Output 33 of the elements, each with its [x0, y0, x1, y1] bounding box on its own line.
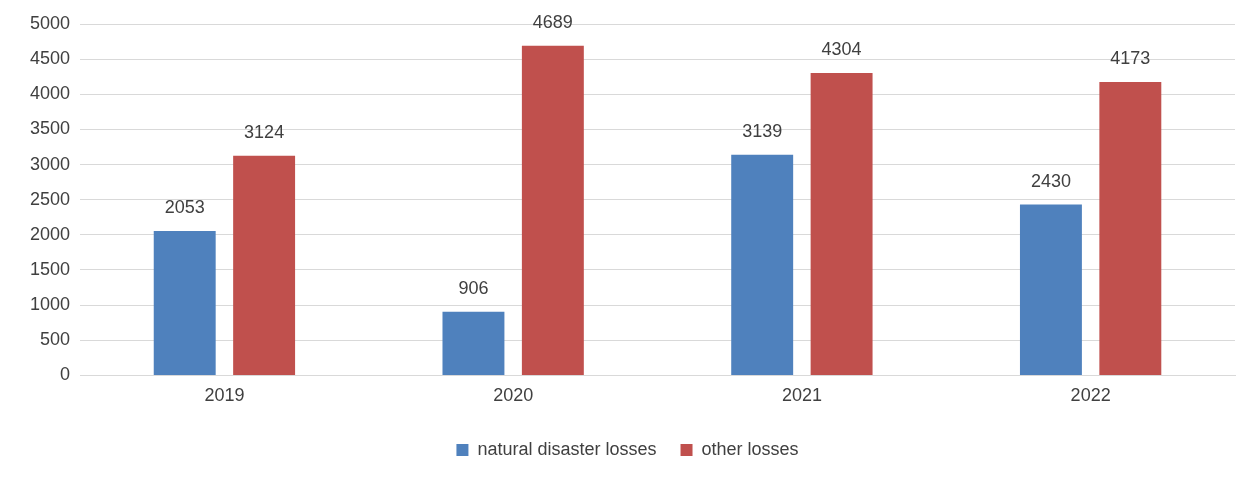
y-tick-label: 3000: [30, 153, 71, 174]
x-tick-label: 2022: [1070, 385, 1111, 406]
y-tick-label: 4500: [30, 48, 71, 69]
y-tick-label: 1500: [30, 258, 71, 279]
data-label: 4689: [532, 11, 573, 32]
x-tick-label: 2019: [204, 385, 245, 406]
bar: [153, 231, 216, 375]
y-tick-label: 2000: [30, 223, 71, 244]
bar: [233, 155, 296, 375]
bar: [521, 45, 584, 375]
bar: [731, 154, 794, 375]
bar: [1019, 204, 1082, 375]
y-tick-label: 5000: [30, 12, 71, 33]
data-label: 2053: [164, 197, 205, 218]
data-label: 2430: [1030, 170, 1071, 191]
y-tick-label: 2500: [30, 188, 71, 209]
legend-label: natural disaster losses: [477, 438, 657, 459]
y-tick-label: 0: [60, 364, 71, 385]
data-label: 4173: [1110, 48, 1151, 69]
bar: [810, 72, 873, 375]
legend-label: other losses: [701, 438, 799, 459]
data-label: 3139: [742, 120, 783, 141]
bar: [1099, 82, 1162, 375]
data-label: 3124: [244, 121, 285, 142]
y-tick-label: 3500: [30, 118, 71, 139]
y-tick-label: 4000: [30, 83, 71, 104]
x-tick-label: 2020: [493, 385, 534, 406]
y-tick-label: 500: [40, 329, 71, 350]
y-tick-label: 1000: [30, 294, 71, 315]
bar: [442, 311, 505, 375]
x-tick-label: 2021: [781, 385, 822, 406]
data-label: 4304: [821, 38, 862, 59]
data-label: 906: [458, 277, 489, 298]
